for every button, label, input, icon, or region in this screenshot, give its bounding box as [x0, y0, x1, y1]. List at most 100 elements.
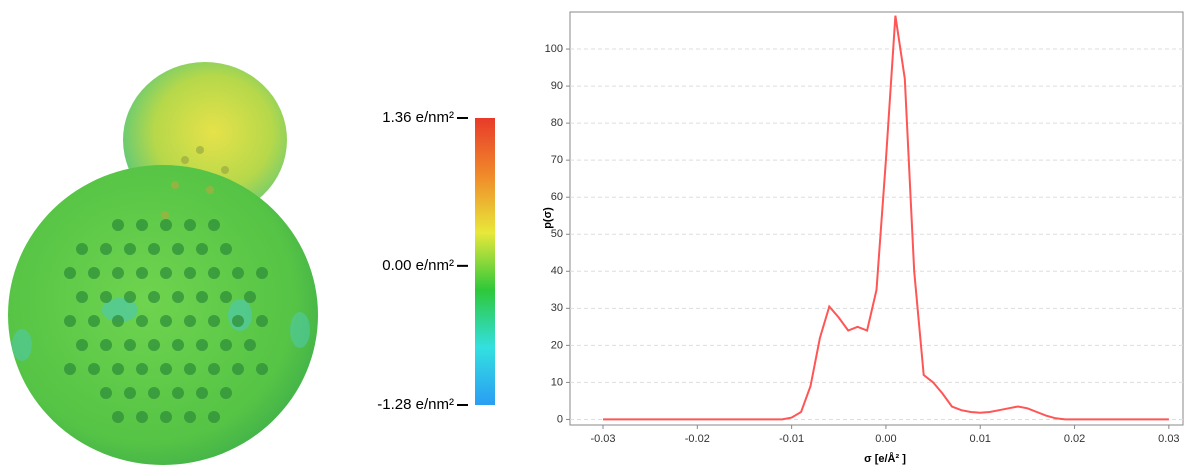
- atom: [184, 411, 196, 423]
- atom: [161, 211, 169, 219]
- data-line: [603, 16, 1169, 420]
- atom: [148, 339, 160, 351]
- atom: [64, 363, 76, 375]
- atom: [220, 339, 232, 351]
- y-tick-label: 60: [551, 191, 563, 203]
- atom: [136, 267, 148, 279]
- atom: [172, 339, 184, 351]
- atom: [206, 186, 214, 194]
- surface-spot: [290, 312, 310, 348]
- atom: [160, 219, 172, 231]
- atom: [160, 267, 172, 279]
- atom: [172, 291, 184, 303]
- y-tick-label: 10: [551, 376, 563, 388]
- atom: [160, 315, 172, 327]
- atom: [256, 315, 268, 327]
- x-tick-label: 0.03: [1158, 433, 1179, 445]
- atom: [88, 267, 100, 279]
- atom: [112, 315, 124, 327]
- atom: [256, 363, 268, 375]
- atom: [76, 291, 88, 303]
- atom: [184, 363, 196, 375]
- atom: [136, 363, 148, 375]
- atom: [256, 267, 268, 279]
- atom: [136, 219, 148, 231]
- atom: [244, 339, 256, 351]
- atom: [196, 387, 208, 399]
- color-bar: [475, 118, 495, 405]
- colorbar-label: 1.36 e/nm²: [382, 109, 454, 126]
- atom: [220, 243, 232, 255]
- atom: [208, 219, 220, 231]
- atom: [64, 315, 76, 327]
- atom: [232, 267, 244, 279]
- atom: [208, 363, 220, 375]
- y-tick-label: 40: [551, 265, 563, 277]
- atom: [171, 181, 179, 189]
- x-tick-label: -0.02: [685, 433, 710, 445]
- atom: [196, 339, 208, 351]
- y-tick-label: 90: [551, 80, 563, 92]
- atom: [76, 339, 88, 351]
- atom: [160, 363, 172, 375]
- atom: [112, 219, 124, 231]
- y-tick-label: 100: [545, 43, 563, 55]
- atom: [112, 411, 124, 423]
- x-axis-label: σ [e/Å² ]: [864, 452, 906, 465]
- atom: [208, 267, 220, 279]
- atom: [220, 387, 232, 399]
- atom: [88, 363, 100, 375]
- atom: [100, 339, 112, 351]
- y-tick-label: 20: [551, 339, 563, 351]
- y-tick-label: 80: [551, 117, 563, 129]
- atom: [88, 315, 100, 327]
- plot-frame: [570, 12, 1183, 425]
- y-tick-label: 0: [557, 413, 563, 425]
- atom: [100, 387, 112, 399]
- atom: [221, 166, 229, 174]
- atom: [136, 411, 148, 423]
- atom: [100, 243, 112, 255]
- atom: [184, 267, 196, 279]
- atom: [181, 156, 189, 164]
- atom: [232, 363, 244, 375]
- y-tick-label: 30: [551, 302, 563, 314]
- atom: [136, 315, 148, 327]
- x-tick-label: 0.00: [875, 433, 896, 445]
- x-tick-label: -0.01: [779, 433, 804, 445]
- y-axis-label: p(σ): [542, 207, 554, 229]
- atom: [208, 315, 220, 327]
- atom: [232, 315, 244, 327]
- x-tick-label: 0.02: [1064, 433, 1085, 445]
- atom: [196, 146, 204, 154]
- atom: [196, 243, 208, 255]
- atom: [184, 219, 196, 231]
- atom: [124, 291, 136, 303]
- atom: [208, 411, 220, 423]
- atom: [160, 411, 172, 423]
- molecule-surface: [8, 62, 318, 465]
- y-tick-label: 50: [551, 228, 563, 240]
- atom: [172, 387, 184, 399]
- x-tick-label: 0.01: [970, 433, 991, 445]
- surface-spot: [12, 329, 32, 361]
- x-tick-label: -0.03: [590, 433, 615, 445]
- atom: [148, 243, 160, 255]
- colorbar-label: -1.28 e/nm²: [377, 396, 454, 413]
- atom: [184, 315, 196, 327]
- atom: [112, 267, 124, 279]
- atom: [100, 291, 112, 303]
- figure: p(σ) σ [e/Å² ] 0 10 20 30 40 50 60 70 80 90 100 -0.…: [0, 0, 1195, 468]
- atom: [124, 243, 136, 255]
- atom: [148, 387, 160, 399]
- atom: [124, 387, 136, 399]
- atom: [148, 291, 160, 303]
- atom: [124, 339, 136, 351]
- atom: [112, 363, 124, 375]
- y-tick-label: 70: [551, 154, 563, 166]
- atom: [196, 291, 208, 303]
- atom: [76, 243, 88, 255]
- atom: [220, 291, 232, 303]
- atom: [172, 243, 184, 255]
- atom: [244, 291, 256, 303]
